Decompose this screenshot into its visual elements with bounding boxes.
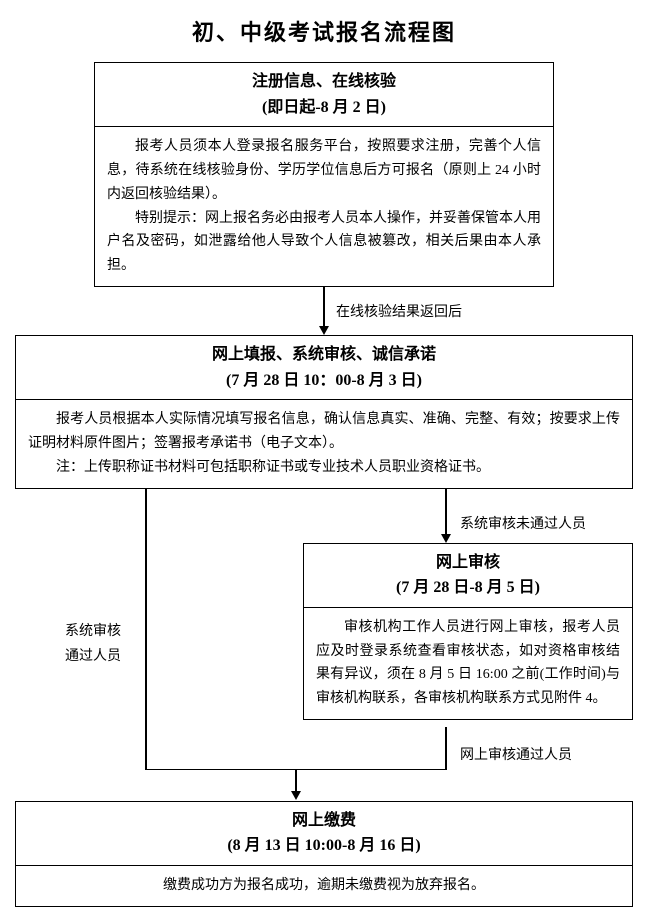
step-review-body: 审核机构工作人员进行网上审核，报考人员应及时登录系统查看审核状态，如对资格审核结… xyxy=(304,608,632,719)
step-fill-header: 网上填报、系统审核、诚信承诺 (7 月 28 日 10：00-8 月 3 日) xyxy=(16,336,632,400)
header-line: (7 月 28 日-8 月 5 日) xyxy=(314,575,622,601)
header-line: 网上填报、系统审核、诚信承诺 xyxy=(26,342,622,368)
body-text: 报考人员根据本人实际情况填写报名信息，确认信息真实、准确、完整、有效；按要求上传… xyxy=(28,408,620,456)
header-line: 注册信息、在线核验 xyxy=(105,69,543,95)
header-line: 网上缴费 xyxy=(26,808,622,834)
step-pay-header: 网上缴费 (8 月 13 日 10:00-8 月 16 日) xyxy=(16,802,632,866)
step-review-box: 网上审核 (7 月 28 日-8 月 5 日) 审核机构工作人员进行网上审核，报… xyxy=(303,543,633,720)
step-review-header: 网上审核 (7 月 28 日-8 月 5 日) xyxy=(304,544,632,608)
connector-merge xyxy=(15,779,633,801)
header-line: (7 月 28 日 10：00-8 月 3 日) xyxy=(26,368,622,394)
body-text: 特别提示：网上报名务必由报考人员本人操作，并妥善保管本人用户名及密码，如泄露给他… xyxy=(107,207,541,278)
header-line: (8 月 13 日 10:00-8 月 16 日) xyxy=(26,833,622,859)
step-register-box: 注册信息、在线核验 (即日起-8 月 2 日) 报考人员须本人登录报名服务平台，… xyxy=(94,62,554,287)
split-section: 系统审核 通过人员 系统审核未通过人员 网上审核 (7 月 28 日-8 月 5… xyxy=(15,489,633,779)
page-title: 初、中级考试报名流程图 xyxy=(15,15,633,47)
arrow-icon xyxy=(441,534,451,543)
body-text: 审核机构工作人员进行网上审核，报考人员应及时登录系统查看审核状态，如对资格审核结… xyxy=(316,616,620,711)
edge-label-left: 系统审核 通过人员 xyxy=(65,619,121,669)
edge-label-right-bottom: 网上审核通过人员 xyxy=(460,744,572,764)
step-register-body: 报考人员须本人登录报名服务平台，按照要求注册，完善个人信息，待系统在线核验身份、… xyxy=(95,127,553,286)
header-line: (即日起-8 月 2 日) xyxy=(105,95,543,121)
body-text: 缴费成功方为报名成功，逾期未缴费视为放弃报名。 xyxy=(163,878,485,893)
body-text: 注：上传职称证书材料可包括职称证书或专业技术人员职业资格证书。 xyxy=(28,456,620,480)
step-pay-body: 缴费成功方为报名成功，逾期未缴费视为放弃报名。 xyxy=(16,866,632,906)
edge-label-right-top: 系统审核未通过人员 xyxy=(460,513,586,533)
connector-1: 在线核验结果返回后 xyxy=(15,287,633,335)
body-text: 报考人员须本人登录报名服务平台，按照要求注册，完善个人信息，待系统在线核验身份、… xyxy=(107,135,541,206)
step-fill-box: 网上填报、系统审核、诚信承诺 (7 月 28 日 10：00-8 月 3 日) … xyxy=(15,335,633,489)
right-vline-bottom xyxy=(445,727,447,769)
edge-label: 在线核验结果返回后 xyxy=(336,301,462,321)
right-vline-top xyxy=(445,489,447,534)
step-register-header: 注册信息、在线核验 (即日起-8 月 2 日) xyxy=(95,63,553,127)
step-pay-box: 网上缴费 (8 月 13 日 10:00-8 月 16 日) 缴费成功方为报名成… xyxy=(15,801,633,907)
step-fill-body: 报考人员根据本人实际情况填写报名信息，确认信息真实、准确、完整、有效；按要求上传… xyxy=(16,400,632,487)
header-line: 网上审核 xyxy=(314,550,622,576)
left-vline xyxy=(145,489,147,769)
